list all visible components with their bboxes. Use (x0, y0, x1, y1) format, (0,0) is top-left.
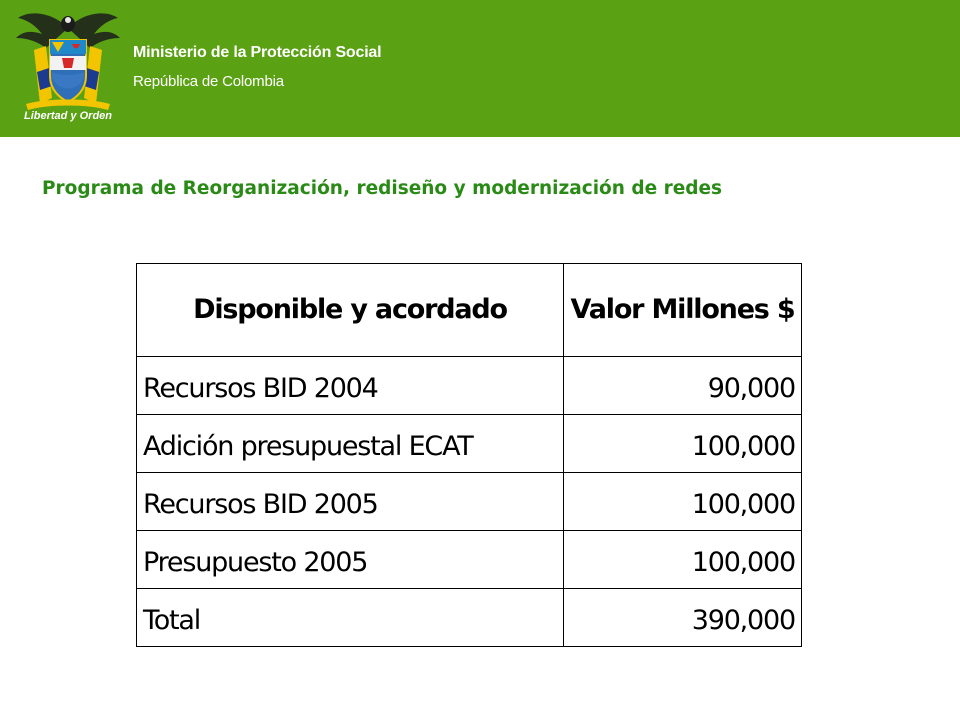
budget-table: Disponible y acordado Valor Millones $ R… (136, 263, 802, 647)
table-row-total: Total 390,000 (136, 588, 802, 647)
row-value: 90,000 (563, 356, 802, 415)
column-header-value-text: Valor Millones $ (570, 294, 796, 325)
column-header-concept: Disponible y acordado (136, 263, 564, 357)
column-header-value: Valor Millones $ (563, 263, 802, 357)
table-row: Adición presupuestal ECAT 100,000 (136, 414, 802, 473)
table-header-row: Disponible y acordado Valor Millones $ (136, 263, 802, 357)
ministry-name: Ministerio de la Protección Social (133, 44, 382, 61)
row-concept: Total (136, 588, 564, 647)
row-concept: Recursos BID 2004 (136, 356, 564, 415)
table-row: Recursos BID 2005 100,000 (136, 472, 802, 531)
coat-of-arms-icon (16, 13, 120, 110)
logo-motto: Libertad y Orden (23, 110, 113, 122)
coat-of-arms-logo: Libertad y Orden (12, 6, 124, 132)
row-value: 100,000 (563, 414, 802, 473)
header-banner: Libertad y Orden Ministerio de la Protec… (0, 0, 960, 137)
row-value: 100,000 (563, 530, 802, 589)
row-concept: Adición presupuestal ECAT (136, 414, 564, 473)
row-value: 100,000 (563, 472, 802, 531)
table-row: Presupuesto 2005 100,000 (136, 530, 802, 589)
table-row: Recursos BID 2004 90,000 (136, 356, 802, 415)
row-value: 390,000 (563, 588, 802, 647)
row-concept: Recursos BID 2005 (136, 472, 564, 531)
republic-name: República de Colombia (133, 73, 284, 90)
row-concept: Presupuesto 2005 (136, 530, 564, 589)
slide-title: Programa de Reorganización, rediseño y m… (42, 178, 723, 199)
